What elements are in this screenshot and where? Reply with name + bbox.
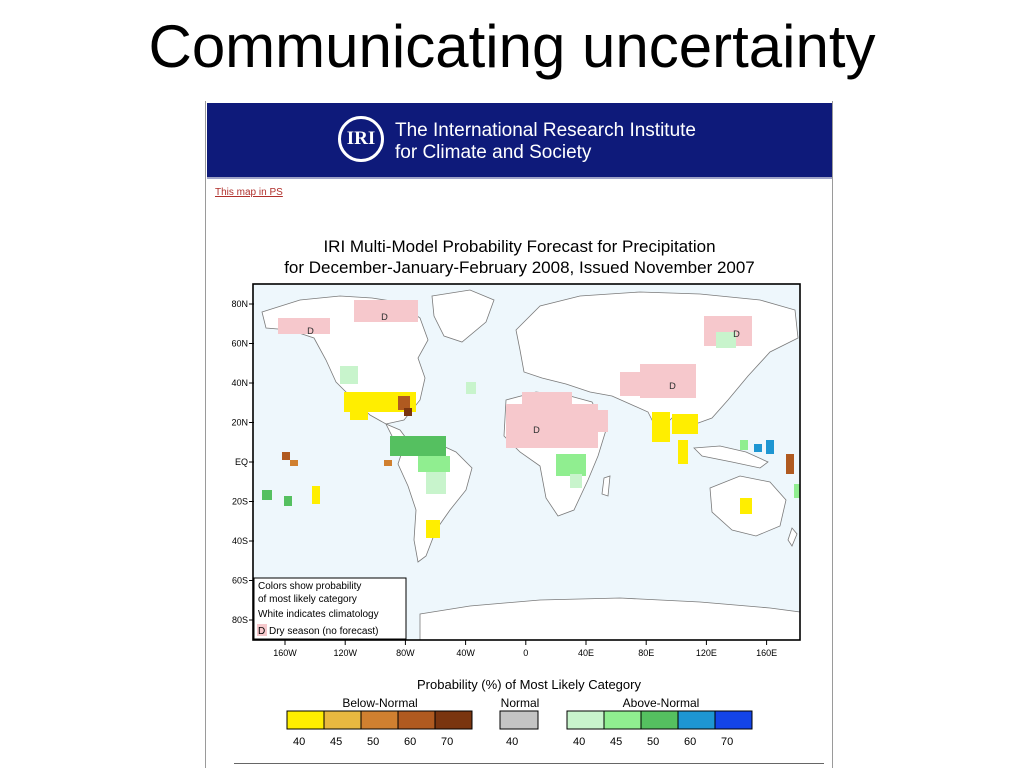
legend-line2: of most likely category <box>258 594 357 605</box>
colorbar-tick-label: 70 <box>721 736 733 748</box>
iri-logo-icon: IRI <box>338 116 384 162</box>
lat-tick-label: 40N <box>231 378 248 388</box>
map-legend-box: Colors show probability of most likely c… <box>253 577 407 640</box>
colorbar-tick-label: 45 <box>610 736 622 748</box>
iri-banner <box>207 103 832 177</box>
colorbar-swatch <box>603 710 642 730</box>
colorbar-swatch <box>286 710 325 730</box>
legend-line1: Colors show probability <box>258 581 361 592</box>
colorbar-tick-label: 40 <box>506 736 518 748</box>
madagascar <box>601 475 611 497</box>
lon-tick-label: 80W <box>396 648 415 658</box>
lat-tick-label: 40S <box>232 536 248 546</box>
slide-title: Communicating uncertainty <box>148 13 876 80</box>
lon-tick-label: 160W <box>273 648 297 658</box>
latitude-axis: 80N 60N 40N 20N EQ 20S 40S 60S 80S <box>231 299 254 625</box>
dry-season-regions <box>278 300 752 448</box>
colorbar-tick-label: 50 <box>367 736 379 748</box>
colorbar-tick-label: 50 <box>647 736 659 748</box>
map-ps-link[interactable]: This map in PS <box>215 187 283 198</box>
lat-tick-label: 20N <box>231 418 248 428</box>
lat-tick-label: 80N <box>231 299 248 309</box>
south-america <box>397 439 473 563</box>
colorbar-title: Probability (%) of Most Likely Category <box>417 677 641 692</box>
lon-tick-label: 40E <box>578 648 594 658</box>
dry-marker: D <box>307 327 314 337</box>
longitude-axis: 160W 120W 80W 40W 0 40E 80E 120E 160E <box>273 640 777 658</box>
indonesia <box>693 445 769 469</box>
colorbar-swatch <box>434 710 473 730</box>
colorbar-tick-label: 70 <box>441 736 453 748</box>
colorbar-tick-label: 60 <box>684 736 696 748</box>
banner-divider <box>207 177 832 179</box>
colorbar-tick-label: 40 <box>573 736 585 748</box>
lon-tick-label: 160E <box>756 648 777 658</box>
below-normal-regions <box>282 392 794 538</box>
lat-tick-label: EQ <box>235 457 248 467</box>
above-normal-swatches: 40 45 50 60 70 <box>566 710 753 748</box>
dry-markers: D D D D D <box>307 313 740 436</box>
colorbar-swatch <box>714 710 753 730</box>
colorbar-swatch <box>499 710 539 730</box>
colorbar-swatch <box>640 710 679 730</box>
new-zealand <box>787 527 798 547</box>
below-normal-label: Below-Normal <box>342 696 417 710</box>
colorbar-swatch <box>677 710 716 730</box>
lon-tick-label: 0 <box>523 648 528 658</box>
dry-marker: D <box>381 313 388 323</box>
legend-dry-marker: D <box>258 626 265 637</box>
colorbar-tick-label: 40 <box>293 736 305 748</box>
colorbar-swatch <box>566 710 605 730</box>
institution-name-line2: for Climate and Society <box>395 142 592 163</box>
dry-marker: D <box>733 330 740 340</box>
above-normal-regions <box>262 332 800 506</box>
lat-tick-label: 60N <box>231 339 248 349</box>
dry-marker: D <box>669 382 676 392</box>
bottom-divider <box>234 763 824 764</box>
map-title-line1: IRI Multi-Model Probability Forecast for… <box>323 237 716 256</box>
lon-tick-label: 80E <box>638 648 654 658</box>
legend-line3: White indicates climatology <box>258 609 379 620</box>
below-normal-swatches: 40 45 50 60 70 <box>286 710 473 748</box>
map-title-line2: for December-January-February 2008, Issu… <box>284 258 755 277</box>
lon-tick-label: 40W <box>456 648 475 658</box>
lat-tick-label: 80S <box>232 615 248 625</box>
above-normal-label: Above-Normal <box>623 696 700 710</box>
greenland <box>431 289 495 343</box>
institution-name-line1: The International Research Institute <box>395 120 697 141</box>
colorbar-tick-label: 60 <box>404 736 416 748</box>
lon-tick-label: 120W <box>333 648 357 658</box>
normal-label: Normal <box>501 696 540 710</box>
lat-tick-label: 20S <box>232 497 248 507</box>
colorbar-swatch <box>397 710 436 730</box>
normal-swatches: 40 <box>499 710 539 748</box>
lat-tick-label: 60S <box>232 576 248 586</box>
lon-tick-label: 120E <box>696 648 717 658</box>
legend-line4: Dry season (no forecast) <box>269 626 379 637</box>
colorbar-tick-label: 45 <box>330 736 342 748</box>
dry-marker: D <box>533 426 540 436</box>
colorbar-swatch <box>323 710 362 730</box>
colorbar-swatch <box>360 710 399 730</box>
